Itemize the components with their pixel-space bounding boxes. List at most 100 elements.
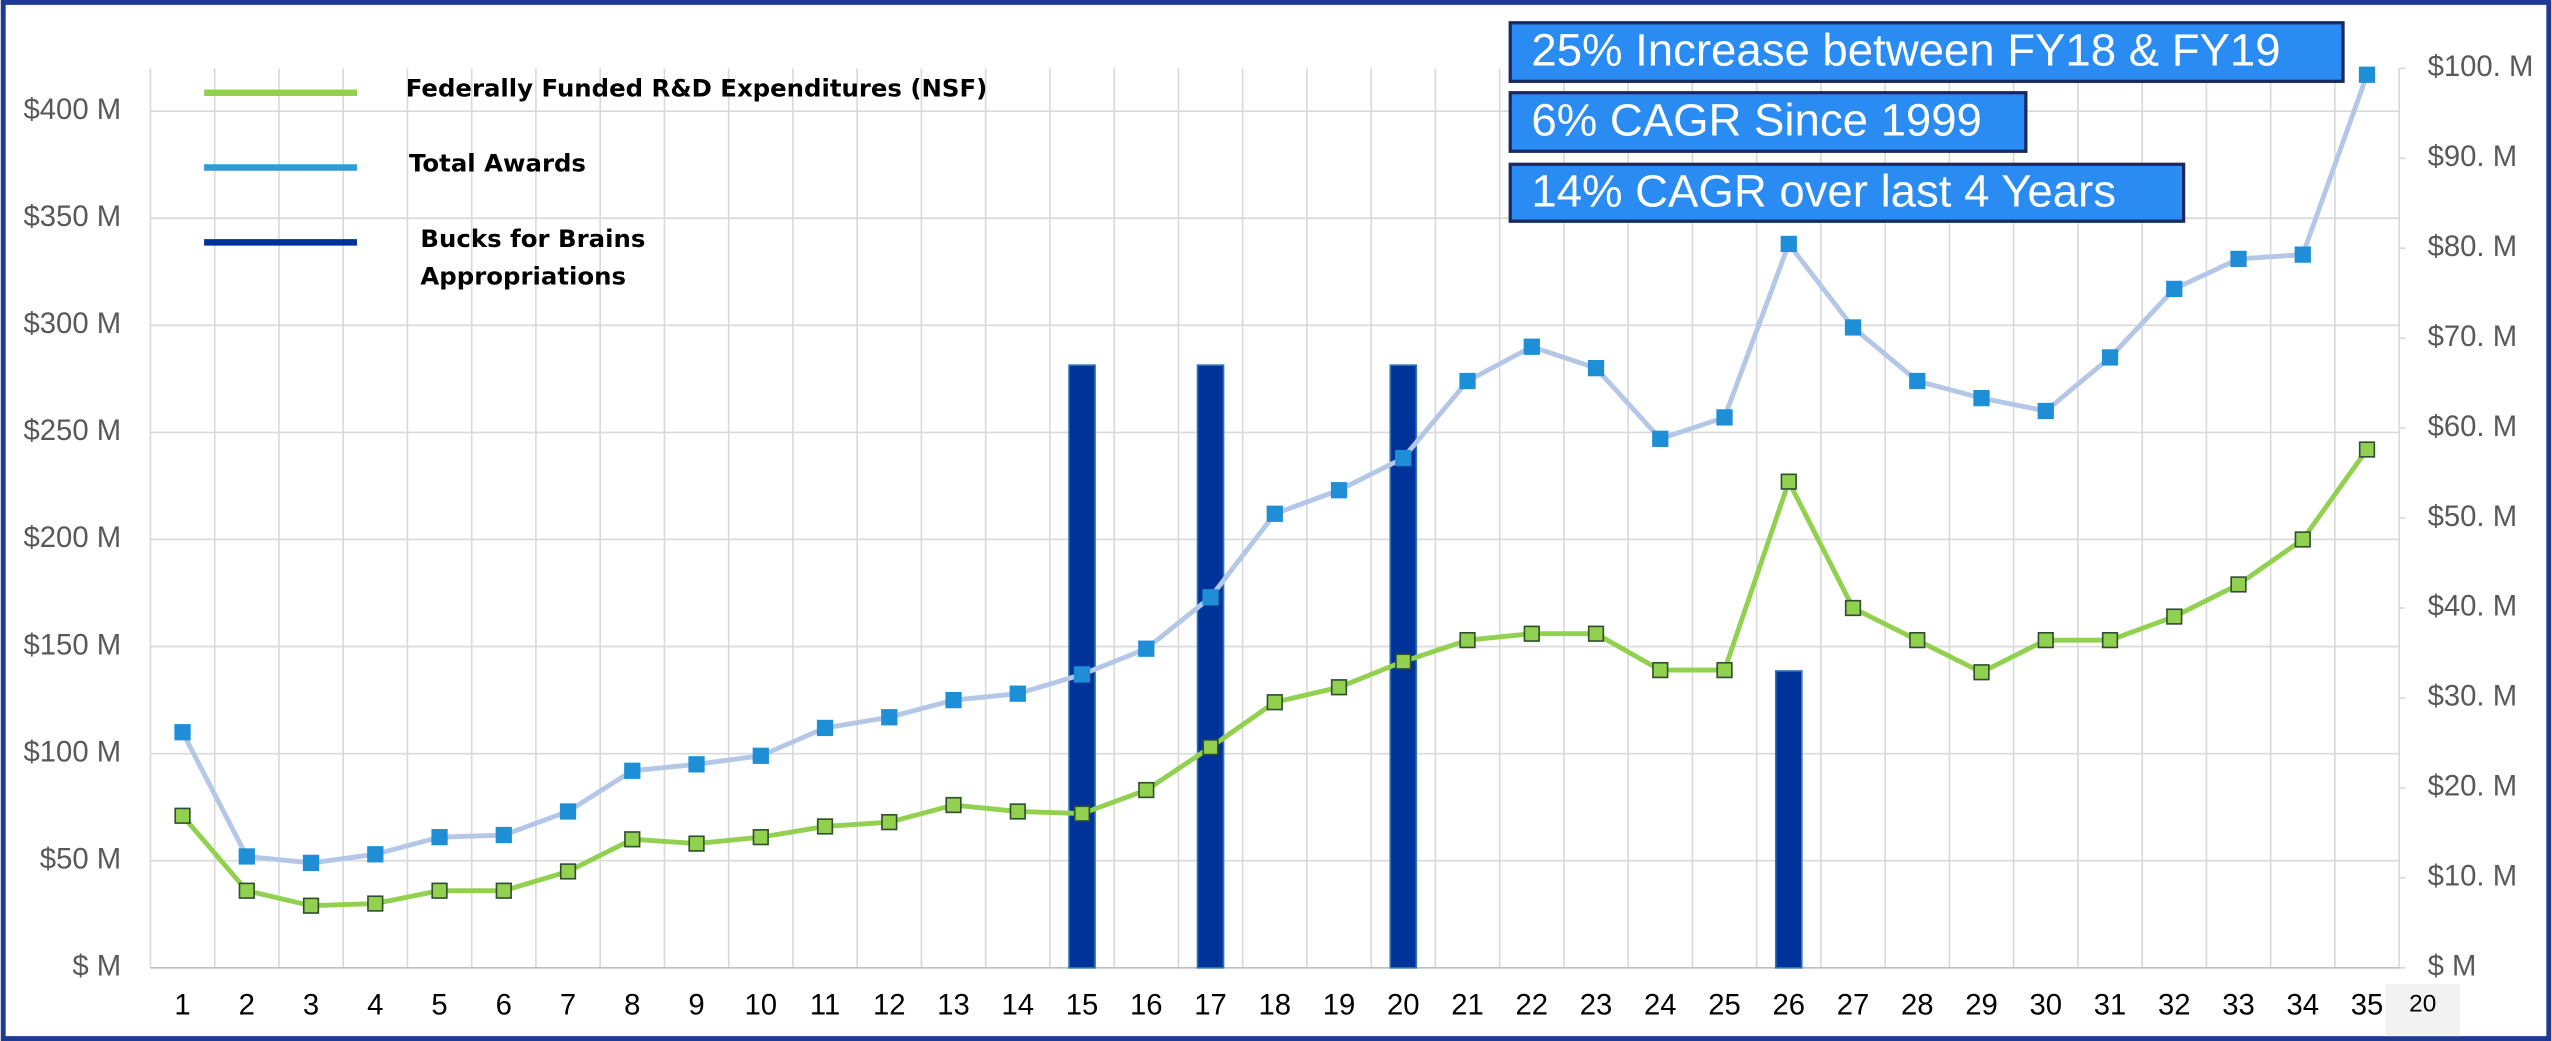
point xyxy=(367,895,384,912)
annotation-box xyxy=(1508,21,2345,83)
point xyxy=(1459,632,1476,649)
y2-tick-label: $90. M xyxy=(2428,141,2517,173)
annotation-box xyxy=(1508,91,2028,153)
x-tick-label: 5 xyxy=(431,990,447,1022)
legend: Federally Funded R&D Expenditures (NSF) T… xyxy=(204,73,987,291)
x-tick-label: 35 xyxy=(2351,990,2384,1022)
bar xyxy=(1196,364,1225,969)
x-tick-label: 21 xyxy=(1451,990,1484,1022)
point xyxy=(174,807,191,824)
point xyxy=(1138,640,1155,657)
point xyxy=(1523,625,1540,642)
point xyxy=(2230,576,2247,593)
point xyxy=(1652,430,1669,447)
point xyxy=(2358,66,2376,83)
point xyxy=(816,719,834,737)
point xyxy=(2294,531,2311,548)
y-tick-label: $ M xyxy=(72,951,121,983)
point xyxy=(431,882,448,899)
legend-label-box: Bucks for Brains Appropriations xyxy=(420,224,645,291)
annotation-box xyxy=(1508,162,2186,223)
point xyxy=(1523,338,1540,355)
point xyxy=(2101,349,2119,366)
y-tick-label: $300 M xyxy=(24,308,122,340)
point xyxy=(1716,409,1733,426)
y-tick-label: $350 M xyxy=(24,201,122,233)
point xyxy=(1459,372,1476,390)
x-tick-label: 34 xyxy=(2286,990,2319,1022)
point xyxy=(1652,661,1669,679)
x-tick-label: 33 xyxy=(2222,990,2255,1022)
y2-tick-label: $100. M xyxy=(2428,51,2534,83)
point xyxy=(559,863,577,880)
point xyxy=(752,747,769,764)
point xyxy=(174,724,191,741)
point xyxy=(2230,250,2247,268)
point xyxy=(2294,246,2311,263)
y-tick-label: $200 M xyxy=(24,522,122,554)
point xyxy=(1716,661,1733,679)
annotation: 6% CAGR Since 1999 xyxy=(1531,95,1982,146)
page-number-box xyxy=(2385,984,2461,1037)
x-tick-label: 22 xyxy=(1515,990,1548,1022)
x-tick-label: 23 xyxy=(1580,990,1613,1022)
point xyxy=(945,691,962,709)
point xyxy=(1844,599,1862,617)
point xyxy=(238,848,255,865)
x-tick-label: 15 xyxy=(1066,990,1099,1022)
x-tick-label: 14 xyxy=(1002,990,1035,1022)
x-tick-label: 28 xyxy=(1901,990,1934,1022)
point xyxy=(1330,679,1348,696)
point xyxy=(624,762,641,779)
point xyxy=(495,882,512,899)
point xyxy=(1587,625,1605,642)
point xyxy=(1395,449,1412,467)
y2-tick-label: $30. M xyxy=(2428,681,2517,713)
point xyxy=(816,818,834,835)
annotations: 25% Increase between FY18 & FY19 6% CAGR … xyxy=(1508,21,2345,223)
x-tick-label: 11 xyxy=(810,990,840,1022)
point xyxy=(238,882,255,899)
y2-tick-label: $50. M xyxy=(2428,501,2517,533)
legend-label: Federally Funded R&D Expenditures (NSF) xyxy=(406,73,987,102)
point xyxy=(2166,608,2183,625)
point xyxy=(2037,632,2054,649)
legend-label: Total Awards xyxy=(409,148,586,177)
point xyxy=(1073,666,1091,683)
point xyxy=(302,897,320,914)
point xyxy=(752,829,769,846)
point xyxy=(559,803,577,820)
x-tick-label: 13 xyxy=(937,990,970,1022)
x-tick-label: 30 xyxy=(2029,990,2062,1022)
bar xyxy=(1774,670,1803,969)
x-tick-label: 24 xyxy=(1644,990,1677,1022)
page-number: 20 xyxy=(2409,991,2436,1018)
point xyxy=(431,829,448,846)
point xyxy=(2037,402,2054,420)
point xyxy=(1780,473,1797,490)
point xyxy=(1073,805,1091,822)
y-tick-label: $150 M xyxy=(24,629,122,661)
x-tick-label: 1 xyxy=(174,990,190,1022)
y2-tick-label: $70. M xyxy=(2428,321,2517,353)
point xyxy=(1202,739,1219,756)
point xyxy=(1780,235,1797,253)
point xyxy=(881,814,898,831)
point xyxy=(1330,482,1348,499)
y2-tick-label: $60. M xyxy=(2428,411,2517,443)
x-tick-label: 32 xyxy=(2158,990,2191,1022)
y2-tick-label: $20. M xyxy=(2428,771,2517,803)
annotation: 25% Increase between FY18 & FY19 xyxy=(1531,25,2280,76)
annotation: 14% CAGR over last 4 Years xyxy=(1531,165,2116,216)
point xyxy=(2358,441,2376,458)
x-tick-label: 26 xyxy=(1772,990,1805,1022)
x-tick-label: 2 xyxy=(239,990,255,1022)
point xyxy=(1266,505,1283,522)
y2-tick-label: $80. M xyxy=(2428,231,2517,263)
point xyxy=(367,846,384,863)
x-tick-label: 20 xyxy=(1387,990,1420,1022)
x-tick-label: 9 xyxy=(688,990,704,1022)
point xyxy=(2101,632,2119,649)
y-tick-label: $100 M xyxy=(24,736,122,768)
x-tick-label: 7 xyxy=(560,990,576,1022)
